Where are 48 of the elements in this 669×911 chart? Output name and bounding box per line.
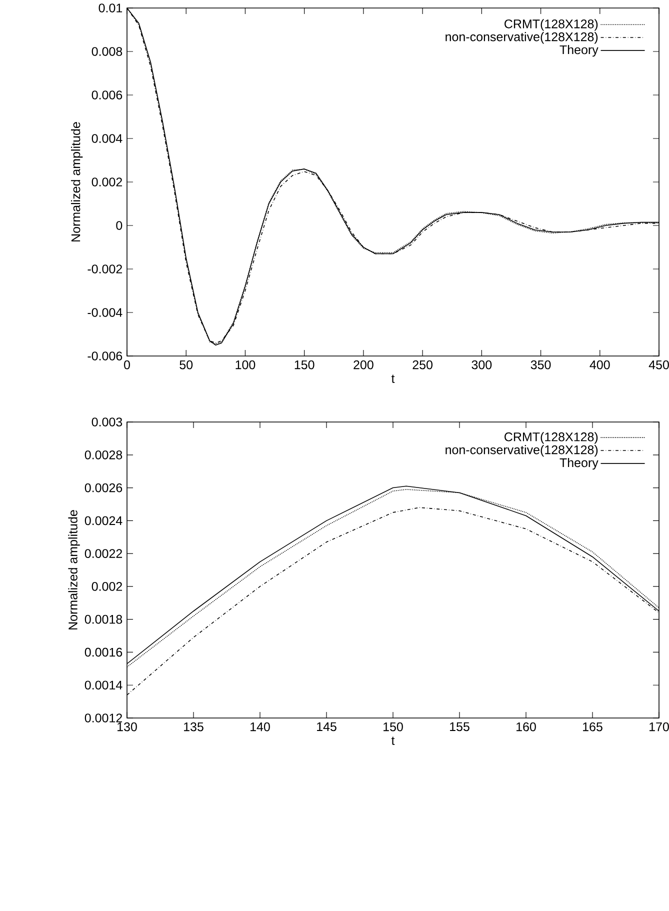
y-tick-label: 0.004 bbox=[92, 134, 122, 143]
y-tick-label: 0.002 bbox=[92, 582, 122, 591]
y-tick-label: -0.002 bbox=[88, 264, 122, 274]
x-tick-label: 200 bbox=[354, 360, 374, 370]
legend-label: non-conservative(128X128) bbox=[446, 32, 598, 44]
legend-label: Theory bbox=[560, 458, 598, 470]
legend-label: CRMT(128X128) bbox=[504, 19, 598, 31]
y-tick-label: 0.003 bbox=[92, 418, 122, 426]
x-tick-label: 400 bbox=[590, 360, 610, 370]
x-axis-title: t bbox=[391, 736, 395, 745]
x-tick-label: 250 bbox=[412, 360, 432, 370]
y-tick-label: 0.0014 bbox=[84, 680, 122, 690]
x-tick-label: 130 bbox=[118, 722, 137, 732]
x-tick-label: 150 bbox=[294, 360, 314, 370]
y-tick-label: 0 bbox=[116, 221, 122, 230]
x-tick-label: 160 bbox=[516, 722, 536, 732]
x-tick-label: 300 bbox=[472, 360, 492, 370]
x-tick-label: 145 bbox=[317, 722, 336, 732]
x-tick-label: 450 bbox=[648, 360, 669, 370]
y-tick-label: -0.006 bbox=[88, 352, 122, 360]
y-tick-label: 0.008 bbox=[92, 47, 122, 56]
y-axis-title: Normalized amplitude bbox=[68, 510, 80, 630]
x-tick-label: 350 bbox=[530, 360, 551, 370]
y-tick-label: 0.0026 bbox=[84, 483, 122, 492]
x-tick-label: 100 bbox=[236, 360, 256, 370]
legend-label: Theory bbox=[560, 44, 598, 57]
x-tick-label: 140 bbox=[250, 722, 270, 732]
y-tick-label: 0.0018 bbox=[84, 614, 122, 624]
x-tick-label: 155 bbox=[450, 722, 470, 732]
legend-label: CRMT(128X128) bbox=[504, 432, 598, 444]
x-tick-label: 170 bbox=[650, 722, 669, 732]
y-tick-label: 0.002 bbox=[92, 178, 122, 186]
x-tick-label: 150 bbox=[384, 722, 403, 732]
y-tick-label: 0.0012 bbox=[84, 714, 122, 722]
x-tick-label: 165 bbox=[583, 722, 602, 732]
x-tick-label: 135 bbox=[184, 722, 204, 732]
y-tick-label: -0.004 bbox=[88, 308, 122, 317]
y-tick-label: 0.0028 bbox=[84, 450, 122, 460]
y-tick-label: 0.0022 bbox=[84, 549, 122, 558]
y-axis-title: Normalized amplitude bbox=[71, 122, 83, 242]
y-tick-label: 0.0024 bbox=[84, 516, 122, 526]
y-tick-label: 0.006 bbox=[92, 90, 122, 100]
legend-label: non-conservative(128X128) bbox=[446, 445, 598, 457]
x-axis-title: t bbox=[391, 374, 395, 383]
x-tick-label: 50 bbox=[180, 360, 193, 370]
x-tick-label: 0 bbox=[124, 360, 130, 370]
y-tick-label: 0.0016 bbox=[84, 648, 122, 657]
y-tick-label: 0.01 bbox=[98, 4, 122, 12]
